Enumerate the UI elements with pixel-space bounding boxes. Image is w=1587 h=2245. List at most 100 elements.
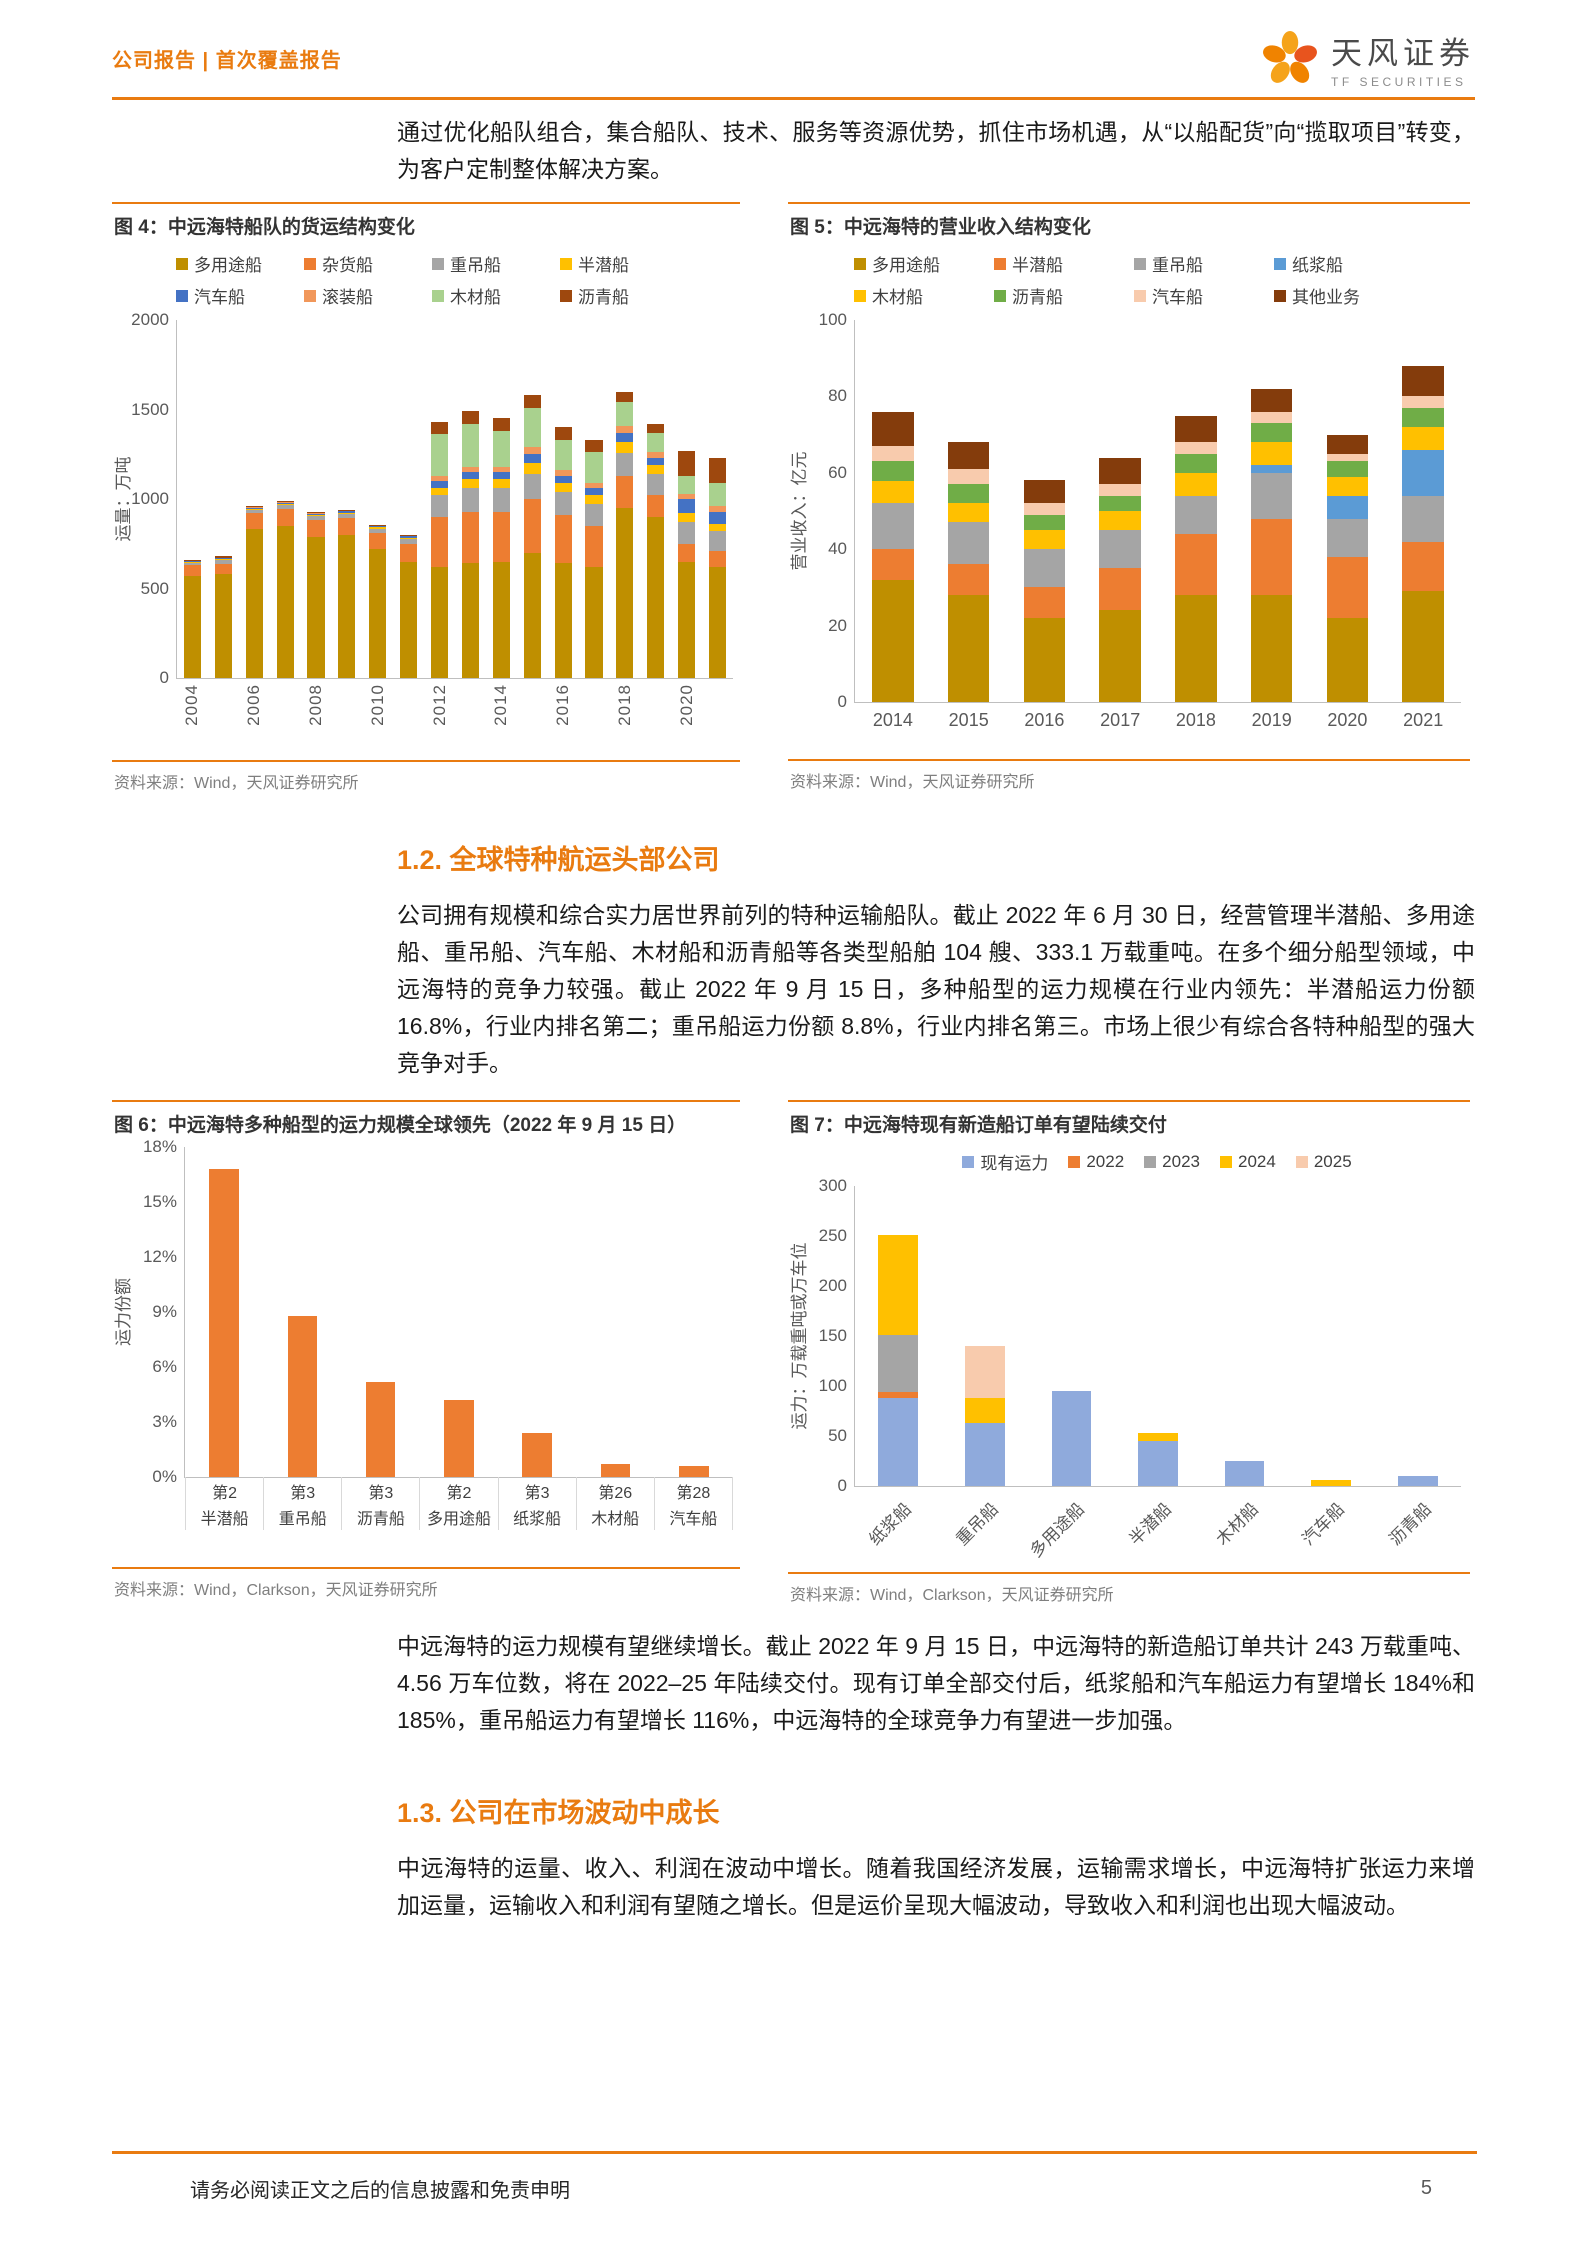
legend-swatch: [994, 289, 1006, 302]
bar: [1175, 415, 1217, 702]
rank-label: 第2: [212, 1485, 238, 1502]
legend-item: 纸浆船: [1274, 251, 1414, 276]
page-header: 公司报告 | 首次覆盖报告 天风证券 TF SECURITIES: [112, 0, 1475, 100]
bar: [1051, 1391, 1092, 1486]
section-1-3-paragraph: 中远海特的运量、收入、利润在波动中增长。随着我国经济发展，运输需求增长，中远海特…: [397, 1855, 1475, 1918]
x-category: 第3 纸浆船: [499, 1477, 577, 1530]
x-label: 2020: [1327, 710, 1368, 730]
legend-swatch: [432, 257, 444, 270]
brand-name: 天风证券: [1331, 36, 1475, 71]
y-tick-label: 500: [140, 578, 169, 598]
x-category: 第3 重吊船: [264, 1477, 343, 1530]
rank-label: 第2: [446, 1485, 472, 1502]
x-label: 2012: [429, 684, 449, 726]
y-tick-label: 0: [837, 1476, 847, 1495]
figure-5-title: 图 5：中远海特的营业收入结构变化: [790, 217, 1091, 238]
legend-swatch: [1274, 257, 1286, 270]
y-tick-label: 1000: [131, 489, 169, 508]
legend-item: 杂货船: [304, 251, 432, 276]
bar: [245, 506, 263, 678]
category-label: 木材船: [591, 1511, 640, 1528]
bar: [964, 1346, 1005, 1486]
x-category: 第2 多用途船: [420, 1477, 499, 1530]
legend-item: 滚装船: [304, 283, 432, 308]
x-label: 2018: [1175, 710, 1216, 730]
legend-swatch: [854, 257, 866, 270]
tf-flower-logo-icon: [1263, 30, 1317, 83]
bar: [647, 423, 665, 678]
x-label: 2019: [1251, 710, 1292, 730]
x-label: 2017: [1100, 710, 1141, 730]
legend-swatch: [176, 257, 188, 270]
figure-7-source: 资料来源：Wind，Clarkson，天风证券研究所: [788, 1572, 1470, 1607]
figure-6: 图 6：中远海特多种船型的运力规模全球领先（2022 年 9 月 15 日） 运…: [112, 1100, 740, 1600]
figure-4-source: 资料来源：Wind，天风证券研究所: [112, 760, 740, 795]
bar: [947, 442, 990, 702]
bar: [369, 524, 387, 678]
bar: [1224, 1461, 1265, 1486]
figure-7: 图 7：中远海特现有新造船订单有望陆续交付 现有运力 2022 2023 2024 20…: [788, 1100, 1470, 1604]
legend-item: 半潜船: [560, 251, 688, 276]
legend-item: 重吊船: [432, 251, 560, 276]
bar: [585, 439, 603, 678]
figure-5-source: 资料来源：Wind，天风证券研究所: [788, 759, 1470, 794]
legend-swatch: [560, 257, 572, 270]
figures-row-1: 图 4：中远海特船队的货运结构变化 多用途船 杂货船 重吊船 半潜船 汽车船 滚装船 木材船…: [112, 202, 1475, 794]
page-number: 5: [1420, 2177, 1432, 2199]
x-label: 2015: [948, 710, 989, 730]
growth-paragraph: 中远海特的运力规模有望继续增长。截止 2022 年 9 月 15 日，中远海特的…: [397, 1633, 1475, 1733]
chart-legend: 多用途船 半潜船 重吊船 纸浆船 木材船 沥青船 汽车船 其他业务: [854, 251, 1460, 308]
bar: [678, 450, 696, 678]
bar: [307, 511, 325, 678]
bar: [287, 1315, 318, 1477]
legend-swatch: [1274, 289, 1286, 302]
chart-legend: 现有运力 2022 2023 2024 2025: [854, 1149, 1460, 1174]
category-label: 多用途船: [426, 1511, 491, 1528]
legend-swatch: [432, 289, 444, 302]
bar: [1397, 1476, 1438, 1486]
y-tick-label: 15%: [142, 1192, 177, 1211]
x-label: 2016: [553, 684, 573, 726]
y-tick-label: 150: [818, 1326, 847, 1345]
y-axis-title: 营业收入：亿元: [790, 451, 809, 571]
revenue-structure-chart: 多用途船 半潜船 重吊船 纸浆船 木材船 沥青船 汽车船 其他业务 营业收入：亿元 0 20 40 60…: [788, 249, 1470, 742]
plot-area: 0 50 100 150 200 250 300 纸浆船 重吊船 多用途船 半潜船 木材船 汽车船 沥青船: [819, 1176, 1461, 1561]
bar: [430, 421, 449, 678]
category-label: 纸浆船: [513, 1511, 562, 1528]
legend-swatch: [1220, 1155, 1232, 1168]
legend-item: 2022: [1068, 1149, 1124, 1174]
legend-swatch: [1134, 257, 1146, 270]
x-label: 2008: [306, 684, 325, 726]
legend-swatch: [854, 289, 866, 302]
legend-item: 2025: [1295, 1149, 1352, 1174]
legend-item: 2023: [1144, 1149, 1200, 1174]
x-label: 2004: [182, 684, 202, 726]
y-tick-label: 60: [828, 462, 847, 482]
bar: [1311, 1480, 1351, 1486]
x-axis-table: 第2 半潜船 第3 重吊船 第3 沥青船 第2 多用途船 第3 纸浆船 第26 木材船 第28 汽车船: [185, 1477, 733, 1530]
legend-swatch: [1134, 289, 1146, 302]
figure-4: 图 4：中远海特船队的货运结构变化 多用途船 杂货船 重吊船 半潜船 汽车船 滚装船 木材船…: [112, 202, 740, 794]
rank-label: 第3: [368, 1485, 394, 1502]
category-label: 半潜船: [200, 1511, 249, 1528]
legend-item: 木材船: [854, 283, 994, 308]
bar: [400, 534, 418, 678]
legend-item: 木材船: [432, 283, 560, 308]
bar: [209, 1169, 239, 1477]
legend-swatch: [962, 1155, 975, 1168]
legend-item: 2024: [1220, 1149, 1276, 1174]
bar: [600, 1464, 631, 1477]
category-label: 汽车船: [669, 1511, 718, 1528]
plot-area: 0 500 1000 1500 2000 2004 2006 2008 2010 2012 2014…: [131, 310, 733, 726]
x-label: 2018: [614, 684, 634, 726]
legend-item: 汽车船: [1134, 283, 1274, 308]
bar: [1099, 457, 1141, 702]
bar: [1023, 480, 1066, 702]
rank-label: 第28: [676, 1485, 711, 1502]
bar: [461, 411, 480, 678]
x-label: 2014: [872, 710, 913, 730]
rank-label: 第3: [524, 1485, 550, 1502]
bar: [1326, 434, 1369, 702]
x-label: 2016: [1024, 710, 1065, 730]
y-tick-label: 12%: [142, 1247, 177, 1266]
